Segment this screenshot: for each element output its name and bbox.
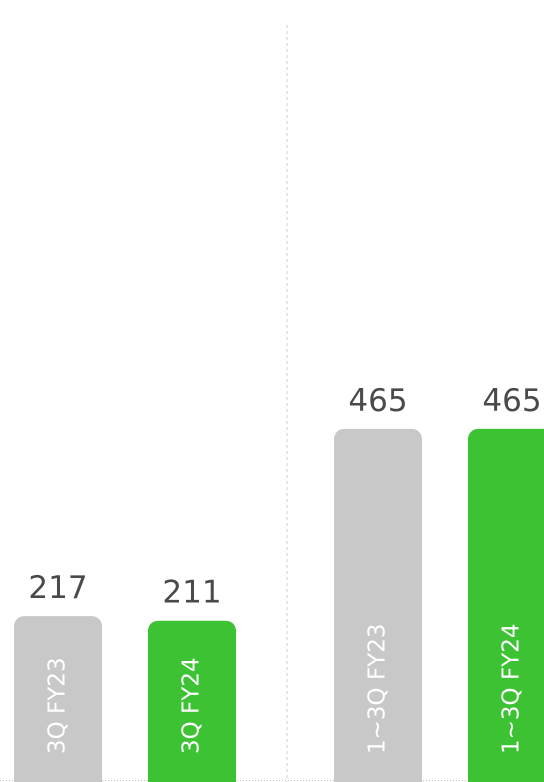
bar bbox=[468, 428, 544, 782]
value-label: 211 bbox=[162, 575, 221, 611]
category-label: 1~3Q FY24 bbox=[499, 624, 525, 755]
value-label: 465 bbox=[348, 383, 407, 419]
bar bbox=[14, 616, 102, 782]
bar bbox=[148, 620, 236, 782]
value-label: 465 bbox=[482, 383, 541, 419]
category-label: 3Q FY23 bbox=[45, 657, 71, 754]
category-label: 3Q FY24 bbox=[179, 657, 205, 754]
category-label: 1~3Q FY23 bbox=[365, 624, 391, 755]
value-label: 217 bbox=[28, 570, 87, 606]
bar bbox=[334, 428, 422, 782]
